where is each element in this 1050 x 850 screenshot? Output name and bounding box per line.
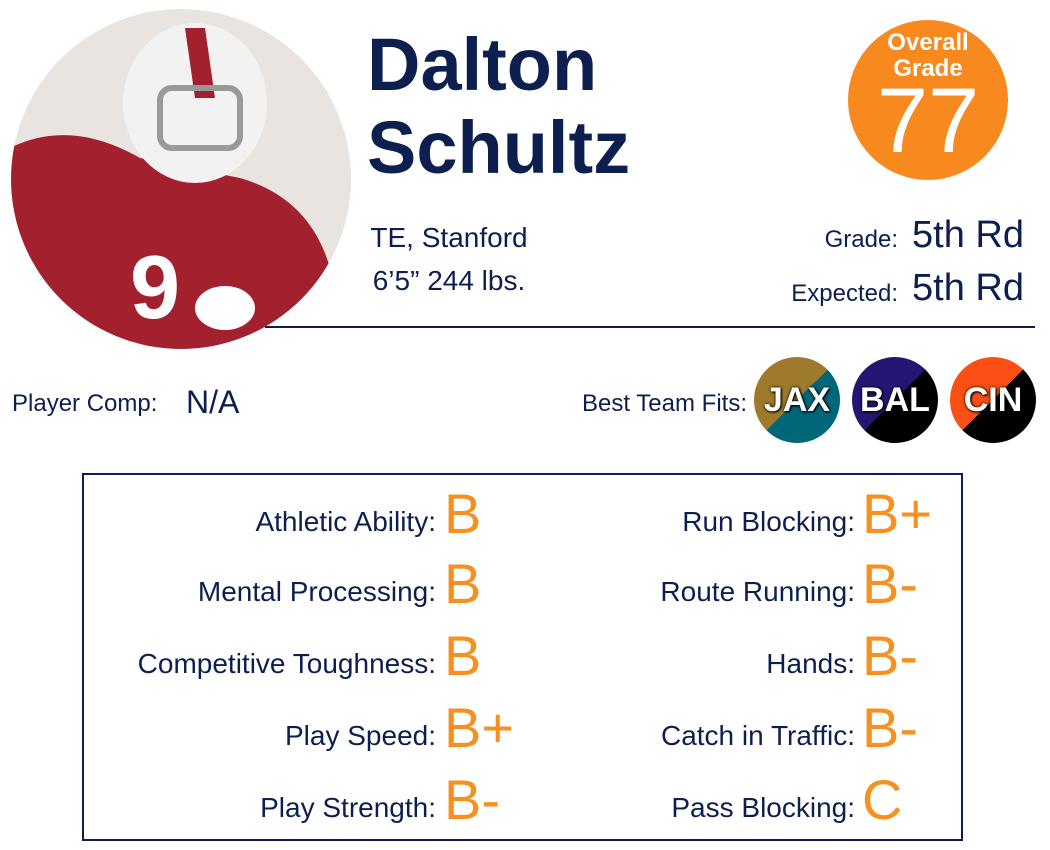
grade-label: Hands: (766, 648, 855, 679)
overall-label: Grade (893, 55, 963, 82)
divider (265, 326, 1035, 328)
comp-label: Player Comp: (12, 390, 158, 417)
grade-value: B (444, 552, 482, 615)
grade-value: B- (444, 768, 500, 831)
team-logo: JAX (754, 357, 840, 443)
grade-value: B- (862, 624, 918, 687)
team-logo: CIN (950, 357, 1036, 443)
overall-label: Overall (887, 29, 969, 56)
player-size: 6’5” 244 lbs. (372, 265, 526, 296)
expected-value: 5th Rd (912, 267, 1024, 309)
grade-label: Pass Blocking: (671, 792, 855, 823)
svg-text:9: 9 (130, 238, 180, 338)
comp-value: N/A (186, 384, 240, 420)
grade-label: Mental Processing: (197, 576, 436, 607)
overall-grade: 77 (876, 70, 980, 172)
position-school: TE, Stanford (370, 222, 528, 253)
grade-label: Athletic Ability: (255, 506, 436, 537)
grade-value: B- (862, 552, 918, 615)
grade-value: C (862, 768, 903, 831)
grade-label: Play Strength: (260, 792, 436, 823)
grade-label: Catch in Traffic: (660, 720, 855, 751)
player-photo: 9 (11, 9, 351, 349)
expected-label: Expected: (791, 280, 898, 307)
grade-label: Competitive Toughness: (137, 648, 436, 679)
grade-label: Route Running: (660, 576, 855, 607)
team-logo: BAL (852, 357, 938, 443)
grade-value: B (444, 624, 482, 687)
overall-grade-badge: Overall Grade 77 (848, 20, 1008, 180)
grade-value: B (444, 482, 482, 545)
grades-box (82, 473, 963, 841)
grade-value: B- (862, 696, 918, 759)
grade-label: Play Speed: (285, 720, 436, 751)
grade-value: 5th Rd (912, 214, 1024, 256)
last-name: Schultz (367, 106, 631, 189)
grade-value: B+ (444, 696, 515, 759)
grade-label: Grade: (824, 226, 898, 253)
grade-label: Run Blocking: (682, 506, 855, 537)
team-fits-label: Best Team Fits: (582, 390, 747, 417)
first-name: Dalton (367, 23, 598, 106)
grade-value: B+ (862, 482, 933, 545)
